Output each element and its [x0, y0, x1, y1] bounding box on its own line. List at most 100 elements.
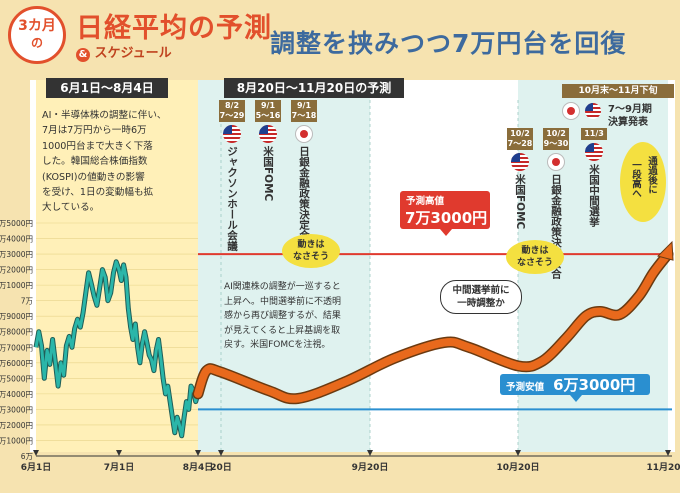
event-item: 9/15〜16 米国FOMC [255, 100, 281, 201]
y-tick-label: 6万5000円 [0, 374, 33, 383]
after-line1: 通過後に [646, 156, 657, 194]
forecast-low-box: 予測安値 6万3000円 [500, 374, 650, 395]
forecast-low-label: 予測安値 [506, 382, 545, 393]
high-pointer [440, 229, 452, 236]
subtitle-text: スケジュール [94, 46, 172, 61]
event-date: 8/27〜29 [219, 100, 245, 122]
x-tick-mark [116, 450, 122, 456]
forecast-high-value: 7万3000円 [405, 209, 488, 227]
description-line: 大している。 [42, 202, 100, 214]
after-line2: 一段高へ [630, 160, 641, 198]
earnings-line1: 7〜9月期 [608, 104, 652, 115]
x-tick-label: 7月1日 [104, 462, 135, 473]
forecast-high-box: 予測高値 7万3000円 [400, 191, 490, 229]
x-tick-mark [367, 450, 373, 456]
x-tick-label: 10月20日 [496, 462, 539, 473]
forecast-arrowhead [657, 240, 674, 261]
subtitle-mark: & [76, 48, 90, 62]
calm1-line1: 動きは [297, 240, 325, 250]
event-text: 米国中間選挙 [588, 164, 600, 227]
event-text: ジャクソンホール会議 [226, 146, 238, 251]
event-item: 11/3 米国中間選挙 [581, 128, 607, 227]
description-line: 1000円台まで大きく下落 [42, 140, 153, 152]
event-date: 10/29〜30 [543, 128, 569, 150]
event-text: 米国FOMC [262, 146, 274, 202]
y-tick-label: 6万7000円 [0, 343, 33, 352]
x-tick-label: 9月20日 [352, 462, 389, 473]
y-tick-label: 7万3000円 [0, 250, 33, 259]
period1-label: 6月1日〜8月4日 [46, 78, 168, 98]
earnings-header: 10月末〜11月下旬 [562, 84, 674, 98]
x-tick-label: 8月4日 [183, 462, 214, 473]
description-line: が見えてくると上昇基調を取 [224, 325, 341, 336]
y-tick-label: 6万 [21, 452, 34, 461]
event-date: 9/17〜18 [291, 100, 317, 122]
after-callout: 通過後に 一段高へ [620, 142, 666, 222]
event-date: 10/27〜28 [507, 128, 533, 150]
y-tick-label: 6万2000円 [0, 421, 33, 430]
event-text: 日銀金融政策決定会合 [298, 146, 310, 251]
description-line: 感から再び調整するが、結果 [224, 311, 341, 321]
description-line: 戻す。米国FOMCを注視。 [224, 340, 331, 350]
y-tick-label: 7万 [21, 297, 34, 306]
us-flag-icon [585, 102, 602, 119]
earnings-flags [562, 100, 602, 120]
y-tick-label: 6万9000円 [0, 312, 33, 321]
forecast-low-value: 6万3000円 [553, 376, 636, 394]
forecast-line [194, 250, 672, 403]
earnings-line2: 決算発表 [608, 117, 648, 128]
x-tick-label: 20日 [210, 462, 232, 473]
x-tick-label: 6月1日 [21, 462, 52, 473]
description-line: (KOSPI)の値動きの影響 [42, 171, 145, 183]
event-text: 米国FOMC [514, 174, 526, 230]
subtitle: & スケジュール [76, 42, 172, 62]
us-flag-icon [223, 125, 241, 143]
y-tick-label: 6万3000円 [0, 405, 33, 414]
calm1-line2: なさそう [292, 252, 329, 262]
period2-shading-a [198, 80, 370, 452]
y-tick-label: 7万2000円 [0, 266, 33, 275]
header-badge: 3カ月 の [8, 6, 66, 64]
badge-bottom: の [30, 36, 43, 50]
description-line: を受け、1日の変動幅も拡 [42, 187, 154, 199]
description-line: AI・半導体株の調整に伴い、 [42, 110, 167, 121]
description-line: した。韓国総合株価指数 [42, 156, 148, 168]
jp-flag-icon [295, 125, 313, 143]
y-tick-label: 7万5000円 [0, 219, 33, 228]
badge-top: 3カ月 [18, 18, 56, 34]
us-flag-icon [511, 153, 529, 171]
description-line: AI関連株の調整が一巡すると [224, 282, 341, 292]
event-date: 9/15〜16 [255, 100, 281, 122]
calm2-line2: なさそう [516, 258, 553, 268]
low-pointer [570, 395, 582, 402]
adjust-line1: 中間選挙前に [452, 285, 510, 296]
x-tick-label: 11月20日 [646, 462, 680, 473]
actual-line [34, 260, 200, 438]
y-tick-label: 7万4000円 [0, 235, 33, 244]
description-line: 上昇へ。中間選挙前に不透明 [224, 296, 342, 307]
adjust-line2: 一時調整か [457, 298, 505, 309]
period1-description: AI・半導体株の調整に伴い、 7月は7万円から一時6万 1000円台まで大きく下落し… [42, 108, 200, 216]
calm2-line1: 動きは [521, 246, 549, 256]
adjust-callout: 中間選挙前に 一時調整か [440, 280, 522, 314]
page-title: 日経平均の予測 [76, 13, 272, 44]
x-tick-mark [33, 450, 39, 456]
us-flag-icon [259, 125, 277, 143]
event-item: 9/17〜18 日銀金融政策決定会合 [291, 100, 317, 251]
event-item: 8/27〜29 ジャクソンホール会議 [219, 100, 245, 251]
y-tick-label: 7万1000円 [0, 281, 33, 290]
x-tick-mark [218, 450, 224, 456]
calm-callout-2: 動きは なさそう [506, 240, 564, 274]
x-tick-mark [195, 450, 201, 456]
y-tick-label: 6万4000円 [0, 390, 33, 399]
event-date: 11/3 [581, 128, 607, 140]
event-item: 10/27〜28 米国FOMC [507, 128, 533, 229]
jp-flag-icon [547, 153, 565, 171]
y-tick-label: 6万8000円 [0, 328, 33, 337]
description-line: 7月は7万円から一時6万 [42, 125, 147, 137]
x-tick-mark [515, 450, 521, 456]
period2-shading-b [370, 80, 518, 452]
